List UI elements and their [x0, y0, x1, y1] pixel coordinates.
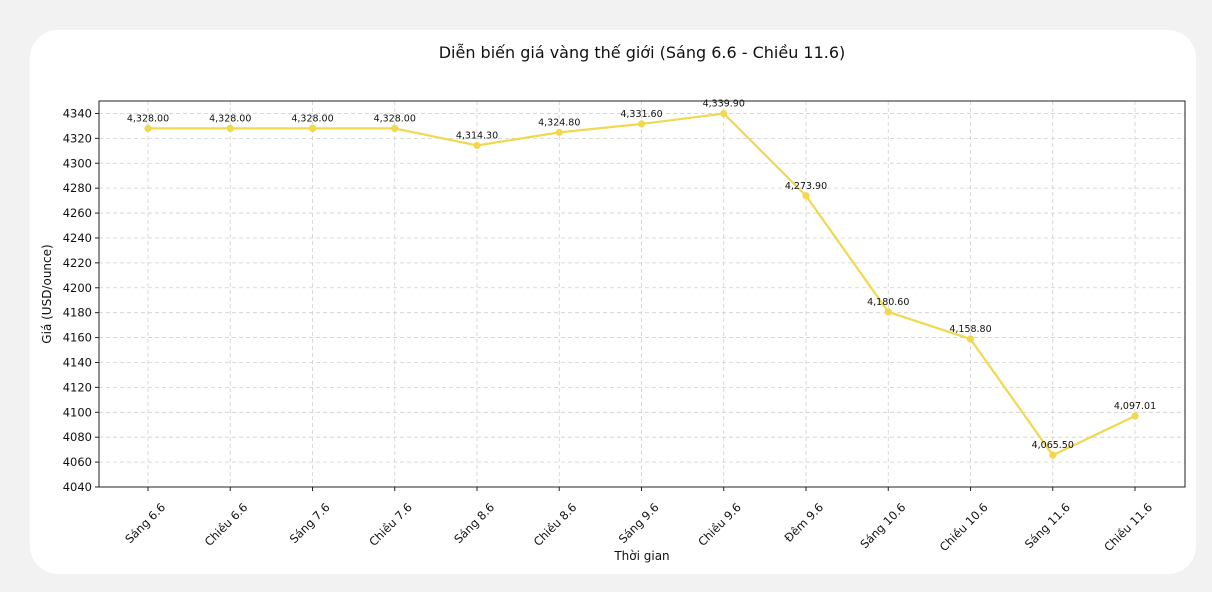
data-label: 4,180.60: [867, 297, 909, 308]
y-tick-label: 4180: [63, 306, 92, 320]
x-tick-label: Sáng 7.6: [287, 500, 333, 546]
data-point: [966, 335, 975, 343]
y-tick-label: 4060: [63, 455, 92, 469]
y-tick-label: 4100: [63, 405, 92, 419]
plot-frame: [98, 100, 1186, 488]
chart-card: [30, 30, 1196, 574]
y-tick-label: 4220: [63, 256, 92, 270]
data-label: 4,065.50: [1032, 440, 1074, 451]
data-label: 4,158.80: [949, 324, 991, 335]
y-tick-label: 4340: [63, 106, 92, 120]
data-point: [1049, 451, 1057, 459]
y-tick-label: 4240: [63, 231, 92, 245]
data-point: [308, 124, 317, 132]
series: 4,328.00 4,328.00 4,328.00 4,328.00 4,314.30…: [127, 99, 1156, 459]
y-tick-label: 4300: [63, 156, 92, 170]
data-label: 4,314.30: [456, 130, 498, 141]
data-label: 4,328.00: [291, 113, 333, 124]
y-axis-label: Giá (USD/ounce): [40, 244, 54, 343]
y-tick-label: 4200: [63, 281, 92, 295]
data-label: 4,324.80: [538, 117, 580, 128]
x-axis-label: Thời gian: [613, 549, 669, 563]
y-tick-label: 4040: [63, 480, 92, 494]
x-axis: Sáng 6.6 Chiều 6.6 Sáng 7.6 Chiều 7.6 Sáng 8…: [122, 487, 1155, 554]
data-point: [1131, 412, 1139, 420]
x-tick-label: Chiều 8.6: [531, 500, 580, 549]
x-tick-label: Chiều 11.6: [1101, 500, 1155, 554]
data-point: [226, 124, 234, 132]
y-tick-label: 4140: [63, 355, 92, 369]
data-label: 4,339.90: [703, 99, 745, 110]
y-axis: 4040 4060 4080 4100 4120 4140 4160 4180 4200 4220…: [63, 106, 99, 494]
data-label: 4,328.00: [127, 113, 169, 124]
x-tick-label: Chiều 10.6: [937, 500, 991, 554]
data-point: [884, 308, 892, 316]
grid: [99, 101, 1185, 488]
data-label: 4,273.90: [785, 181, 827, 192]
data-label: 4,097.01: [1114, 401, 1156, 412]
x-tick-label: Sáng 10.6: [857, 500, 908, 551]
y-tick-label: 4260: [63, 206, 92, 220]
data-point: [555, 128, 563, 136]
x-tick-label: Chiều 7.6: [366, 500, 415, 549]
data-label: 4,328.00: [374, 113, 416, 124]
data-point: [802, 192, 810, 200]
y-tick-label: 4080: [63, 430, 92, 444]
chart-title: Diễn biến giá vàng thế giới (Sáng 6.6 - …: [439, 43, 846, 62]
x-tick-label: Sáng 8.6: [451, 500, 497, 546]
data-label: 4,331.60: [620, 109, 662, 120]
data-label: 4,328.00: [209, 113, 251, 124]
x-tick-label: Chiều 9.6: [695, 500, 744, 549]
y-tick-label: 4280: [63, 181, 92, 195]
y-tick-label: 4120: [63, 380, 92, 394]
x-tick-label: Sáng 9.6: [616, 500, 662, 546]
x-tick-label: Sáng 6.6: [122, 500, 168, 546]
data-point: [144, 124, 152, 132]
y-tick-label: 4320: [63, 131, 92, 145]
x-tick-label: Chiều 6.6: [202, 500, 251, 549]
data-point: [720, 109, 728, 118]
data-point: [391, 124, 399, 132]
y-tick-label: 4160: [63, 331, 92, 345]
x-tick-label: Sáng 11.6: [1022, 500, 1073, 551]
data-point: [637, 120, 646, 128]
data-point: [473, 141, 481, 150]
x-tick-label: Đêm 9.6: [781, 500, 826, 545]
